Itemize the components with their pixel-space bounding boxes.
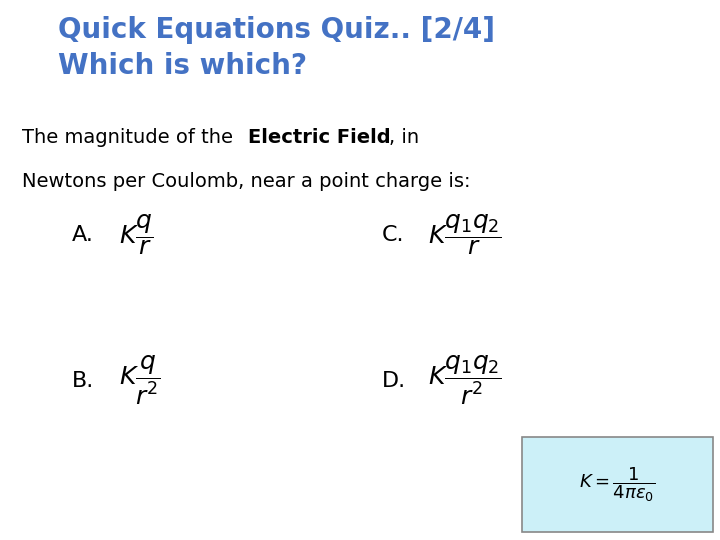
Text: The magnitude of the: The magnitude of the [22, 128, 239, 147]
Text: Quick Equations Quiz.. [2/4]
Which is which?: Quick Equations Quiz.. [2/4] Which is wh… [58, 16, 495, 80]
Text: B.: B. [72, 370, 94, 391]
Text: C.: C. [382, 225, 404, 245]
Text: $K\dfrac{q_1q_2}{r}$: $K\dfrac{q_1q_2}{r}$ [428, 213, 503, 257]
Text: $K\dfrac{q}{r^2}$: $K\dfrac{q}{r^2}$ [119, 354, 161, 407]
Text: Newtons per Coulomb, near a point charge is:: Newtons per Coulomb, near a point charge… [22, 172, 470, 191]
Text: , in: , in [389, 128, 419, 147]
Text: D.: D. [382, 370, 406, 391]
Text: $K\dfrac{q_1q_2}{r^2}$: $K\dfrac{q_1q_2}{r^2}$ [428, 354, 503, 407]
Text: A.: A. [72, 225, 94, 245]
Text: Electric Field: Electric Field [248, 128, 391, 147]
Text: $K\dfrac{q}{r}$: $K\dfrac{q}{r}$ [119, 213, 153, 257]
Text: $K = \dfrac{1}{4\pi\varepsilon_0}$: $K = \dfrac{1}{4\pi\varepsilon_0}$ [579, 465, 656, 504]
FancyBboxPatch shape [522, 437, 713, 532]
